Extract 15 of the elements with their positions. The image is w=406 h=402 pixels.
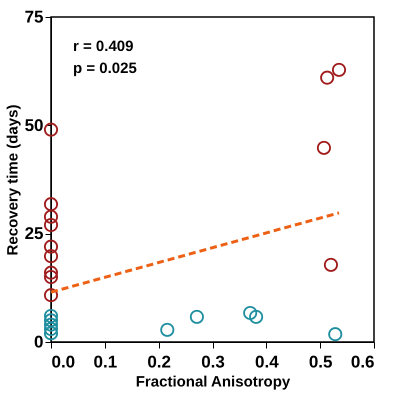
- x-tick-label: 0.5: [308, 352, 332, 372]
- y-tick-label: 75: [24, 8, 44, 26]
- x-tick-label: 0.3: [201, 352, 225, 372]
- y-axis-title: Recovery time (days): [4, 104, 22, 256]
- x-tick-label: 0.1: [94, 352, 118, 372]
- y-tick-label: 50: [24, 116, 44, 135]
- annotation: r = 0.409: [73, 38, 134, 55]
- x-tick-label: 0.6: [350, 352, 374, 372]
- x-tick-label: 0.4: [255, 352, 280, 372]
- annotation: p = 0.025: [73, 60, 137, 77]
- x-tick-label: 0.0: [52, 352, 76, 372]
- x-tick-label: 0.2: [147, 352, 171, 372]
- y-tick-label: 0: [34, 332, 44, 352]
- y-tick-label: 25: [24, 224, 44, 244]
- x-axis-title: Fractional Anisotropy: [136, 374, 291, 390]
